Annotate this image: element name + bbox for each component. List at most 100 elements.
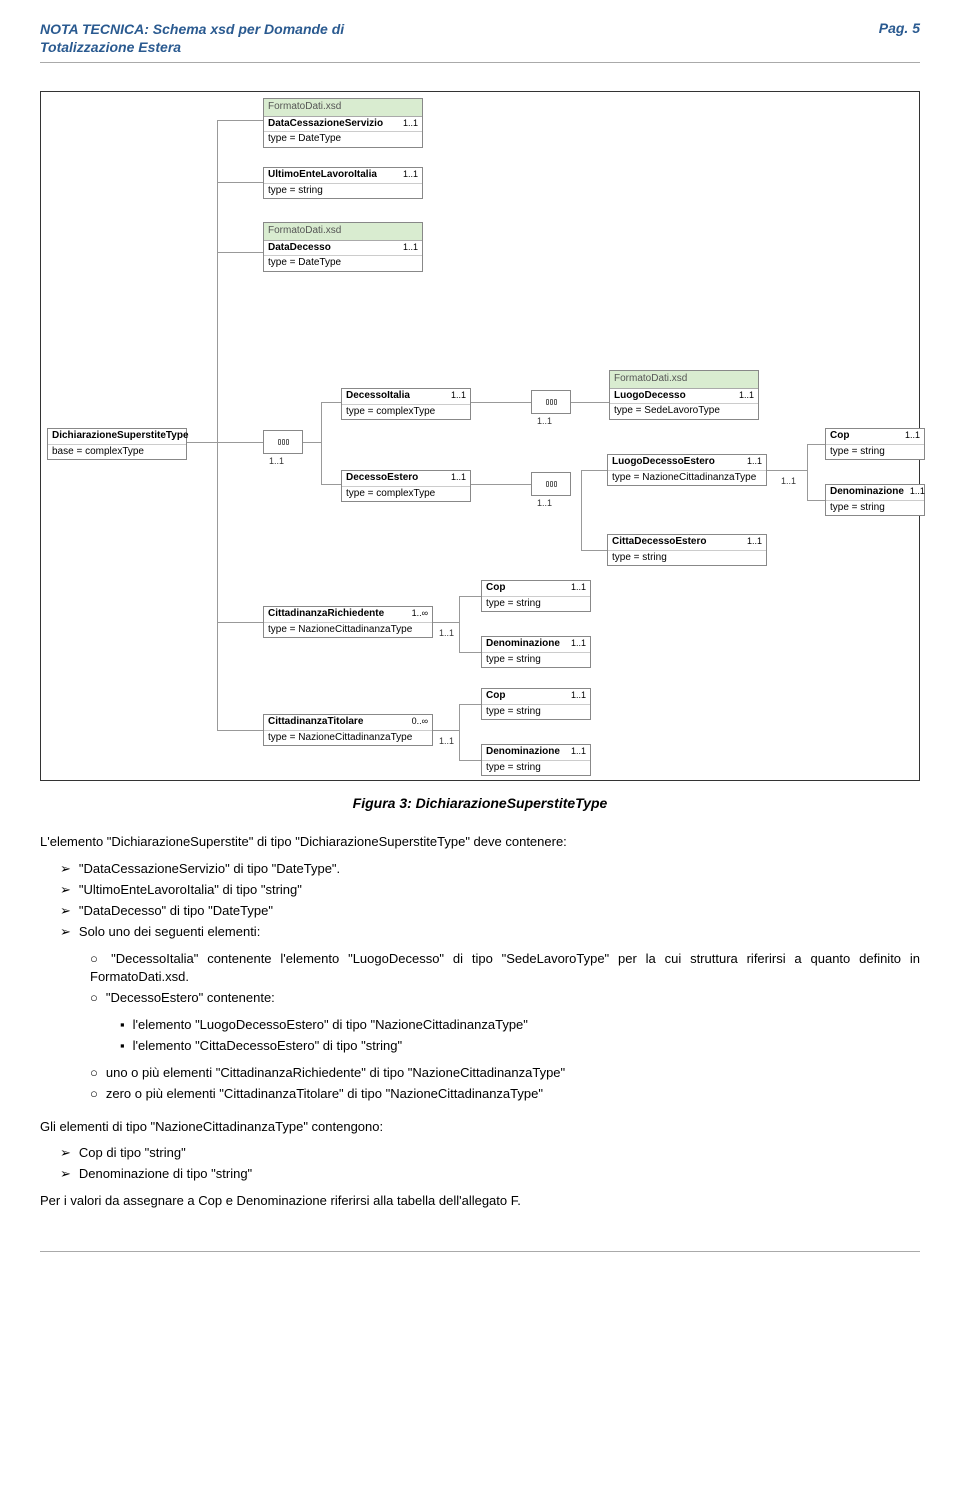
node-cop-right: Cop 1..1 type = string — [825, 428, 925, 460]
conn — [807, 444, 808, 500]
conn — [571, 402, 609, 403]
conn — [217, 182, 263, 183]
seq-box-de — [531, 472, 571, 496]
conn — [321, 402, 322, 484]
titlebar: FormatoDati.xsd — [610, 371, 758, 389]
list-circle-1: "DecessoItalia" contenente l'elemento "L… — [40, 950, 920, 1009]
t: type = string — [830, 502, 885, 515]
conn — [321, 484, 341, 485]
conn — [581, 470, 607, 471]
t: type = NazioneCittadinanzaType — [612, 472, 756, 485]
t: type = complexType — [346, 406, 435, 419]
node-denom-rich: Denominazione 1..1 type = string — [481, 636, 591, 668]
node-decesso-italia: DecessoItalia1..1 type = complexType — [341, 388, 471, 420]
list-item: "DecessoEstero" contenente: — [40, 989, 920, 1008]
list-square: l'elemento "LuogoDecessoEstero" di tipo … — [40, 1016, 920, 1056]
node-cop-tit: Cop1..1 type = string — [481, 688, 591, 720]
page-header: NOTA TECNICA: Schema xsd per Domande di … — [40, 20, 920, 56]
seq-card: 1..1 — [439, 628, 454, 638]
n: DataDecesso — [268, 242, 331, 255]
list-item: uno o più elementi "CittadinanzaRichiede… — [40, 1064, 920, 1083]
t: type = SedeLavoroType — [614, 405, 720, 418]
c: 1..1 — [905, 430, 920, 443]
conn — [303, 442, 321, 443]
conn — [459, 704, 460, 760]
node-luogo-decesso: FormatoDati.xsd LuogoDecesso 1..1 type = … — [609, 370, 759, 420]
conn — [471, 484, 531, 485]
conn — [433, 730, 459, 731]
t: type = string — [486, 654, 541, 667]
conn — [187, 442, 217, 443]
list-item: l'elemento "LuogoDecessoEstero" di tipo … — [40, 1016, 920, 1035]
conn — [459, 596, 460, 652]
conn — [581, 470, 582, 550]
n: LuogoDecesso — [614, 390, 686, 403]
list-item: Cop di tipo "string" — [40, 1144, 920, 1163]
c: 1..1 — [910, 486, 925, 499]
t: type = NazioneCittadinanzaType — [268, 732, 412, 745]
node-denom-tit: Denominazione1..1 type = string — [481, 744, 591, 776]
node-citt-richiedente: CittadinanzaRichiedente1..∞ type = Nazio… — [263, 606, 433, 638]
header-rule — [40, 62, 920, 63]
n: Denominazione — [486, 638, 560, 651]
n: CittaDecessoEstero — [612, 536, 706, 549]
conn — [767, 470, 807, 471]
titlebar: FormatoDati.xsd — [264, 99, 422, 117]
n: LuogoDecessoEstero — [612, 456, 715, 469]
conn — [581, 550, 607, 551]
c: 1..1 — [451, 390, 466, 403]
conn — [471, 402, 531, 403]
conn — [217, 622, 263, 623]
c: 0..∞ — [412, 716, 428, 729]
t: type = DateType — [268, 257, 341, 270]
node-decesso-estero: DecessoEstero1..1 type = complexType — [341, 470, 471, 502]
t: type = string — [612, 552, 667, 565]
list-item: "DecessoItalia" contenente l'elemento "L… — [40, 950, 920, 988]
conn — [217, 730, 263, 731]
node-citt-titolare: CittadinanzaTitolare 0..∞ type = NazioneC… — [263, 714, 433, 746]
c: 1..∞ — [412, 608, 428, 621]
t: type = string — [486, 762, 541, 775]
c: 1..1 — [739, 390, 754, 403]
seq-box-di — [531, 390, 571, 414]
node-data-decesso: FormatoDati.xsd DataDecesso1..1 type = D… — [263, 222, 423, 272]
conn — [217, 120, 218, 730]
c: 1..1 — [571, 746, 586, 759]
node-denom-right: Denominazione1..1 type = string — [825, 484, 925, 516]
t: type = string — [486, 706, 541, 719]
header-line2: Totalizzazione Estera — [40, 39, 181, 55]
c: 1..1 — [403, 242, 418, 255]
seq-card: 1..1 — [537, 416, 552, 426]
root-base: base = complexType — [52, 446, 144, 459]
n: CittadinanzaTitolare — [268, 716, 363, 729]
c: 1..1 — [747, 456, 762, 469]
t: type = complexType — [346, 488, 435, 501]
figure-caption: Figura 3: DichiarazioneSuperstiteType — [40, 795, 920, 811]
seq-card: 1..1 — [537, 498, 552, 508]
n: DecessoEstero — [346, 472, 418, 485]
choice-box — [263, 430, 303, 454]
para-intro: L'elemento "DichiarazioneSuperstite" di … — [40, 833, 920, 852]
c: 1..1 — [571, 638, 586, 651]
node-root: DichiarazioneSuperstiteType base = compl… — [47, 428, 187, 460]
seq-card: 1..1 — [439, 736, 454, 746]
list-item: Denominazione di tipo "string" — [40, 1165, 920, 1184]
conn — [217, 442, 263, 443]
list-item: zero o più elementi "CittadinanzaTitolar… — [40, 1085, 920, 1104]
body-text-block: L'elemento "DichiarazioneSuperstite" di … — [40, 833, 920, 1211]
node-data-cessazione: FormatoDati.xsd DataCessazioneServizio1.… — [263, 98, 423, 148]
n: Cop — [486, 582, 505, 595]
conn — [217, 120, 263, 121]
node-citta-decesso-estero: CittaDecessoEstero1..1 type = string — [607, 534, 767, 566]
t: type = string — [830, 446, 885, 459]
c: 1..1 — [403, 169, 418, 182]
seq-card: 1..1 — [781, 476, 796, 486]
footer-rule — [40, 1251, 920, 1252]
n: Cop — [830, 430, 849, 443]
root-name: DichiarazioneSuperstiteType — [52, 430, 189, 443]
n: Cop — [486, 690, 505, 703]
list-item: "DataDecesso" di tipo "DateType" — [40, 902, 920, 921]
conn — [217, 252, 263, 253]
conn — [459, 596, 481, 597]
list-triangle-1: "DataCessazioneServizio" di tipo "DateTy… — [40, 860, 920, 941]
